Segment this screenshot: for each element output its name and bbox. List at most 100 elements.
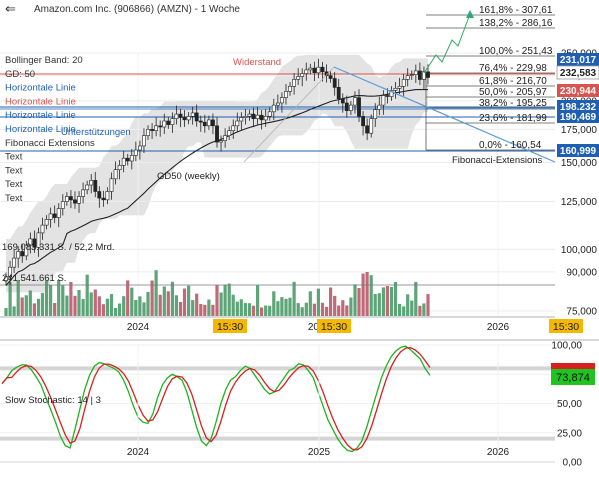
gd50-label: GD50 (weekly) [157, 171, 220, 182]
candle-body [89, 180, 94, 186]
volume-bar [203, 304, 207, 316]
price-tick-label: 90,000 [566, 267, 597, 278]
candle-body [32, 238, 37, 248]
price-badge-label: 160,999 [560, 146, 597, 157]
candle-body [60, 201, 65, 209]
candle-body [77, 196, 81, 204]
volume-bar [296, 303, 300, 316]
fib-level-label: 161,8% - 307,61 [479, 5, 553, 16]
candle-body [65, 196, 69, 202]
candle-body [129, 155, 134, 162]
candle-body [397, 86, 402, 89]
volume-bar [341, 300, 345, 316]
volume-bar [357, 288, 361, 316]
price-badge-label: 190,469 [560, 112, 597, 123]
price-badge [557, 100, 599, 113]
time-badge [317, 319, 351, 333]
candle-body [304, 69, 309, 74]
stoch-badge [551, 369, 595, 385]
candle-body [24, 244, 29, 257]
volume-bar [251, 305, 256, 316]
candle-body [284, 91, 288, 98]
volume-bar [174, 295, 178, 316]
volume-bar [166, 291, 170, 316]
volume-bar [227, 283, 231, 316]
volume-bar [349, 297, 353, 316]
candle-body [247, 113, 252, 117]
candle-body [292, 79, 297, 87]
volume-bar [40, 292, 45, 316]
candle-body [101, 197, 106, 201]
volume-bar [264, 305, 268, 316]
candle-body [174, 113, 179, 119]
volume-bar [178, 302, 183, 316]
volume-bar [235, 301, 239, 316]
volume-bar [65, 295, 69, 316]
volume-bar [53, 303, 57, 316]
volume-bar [146, 291, 150, 316]
volume-bar [247, 303, 252, 316]
candle-body [142, 135, 146, 147]
stoch-band [0, 366, 555, 371]
candle-body [215, 125, 219, 143]
candle-body [389, 90, 394, 97]
volume-bar [20, 297, 24, 316]
time-badge-label: 15:30 [553, 321, 579, 333]
candle-body [385, 95, 390, 97]
volume-bar [93, 289, 97, 316]
back-arrow-icon[interactable]: ⇐ [5, 1, 16, 16]
candle-body [312, 67, 317, 73]
candle-body [393, 88, 398, 91]
candle-body [231, 125, 236, 132]
volume-bar [260, 307, 264, 316]
time-badge-label: 15:30 [321, 321, 347, 333]
trend-lines [243, 66, 556, 163]
volume-bar [369, 275, 373, 316]
volume-bar [414, 281, 418, 316]
volume-bar [377, 293, 381, 316]
candle-body [85, 184, 90, 191]
volume-bar [345, 305, 349, 316]
candle-body [308, 67, 313, 71]
price-badge-label: 232,583 [560, 68, 597, 79]
volume-bar [308, 291, 312, 316]
candle-body [109, 178, 114, 192]
projection-path [423, 13, 471, 74]
candle-body [178, 113, 183, 118]
volume-bar [276, 301, 280, 316]
volume-bar [134, 300, 138, 316]
volume-bar [57, 280, 61, 316]
volume-bar [77, 290, 81, 316]
volume-bar [109, 294, 114, 316]
candle-body [150, 129, 155, 131]
time-badge-label: 15:30 [217, 321, 243, 333]
price-badge [557, 53, 599, 66]
candle-body [377, 104, 382, 110]
volume-bar [114, 308, 118, 316]
candle-body [373, 109, 378, 119]
volume-bar [389, 287, 394, 316]
volume-bar [312, 303, 316, 316]
price-badge [557, 84, 599, 97]
volume-bar [418, 305, 422, 316]
volume-bar [118, 303, 122, 316]
volume-bar [211, 304, 215, 316]
candle-body [44, 219, 49, 226]
candle-body [158, 125, 163, 128]
volume-bar [284, 298, 288, 316]
volume-label-2: 241.541.661 S. [2, 273, 66, 284]
volume-bar [28, 290, 32, 316]
candle-body [8, 266, 13, 278]
legend: Bollinger Band: 20 GD: 50 Horizontale Lini… [5, 55, 95, 204]
price-badge [556, 65, 599, 80]
fib-level-label: 138,2% - 286,16 [479, 18, 553, 29]
candle-body [211, 119, 215, 127]
legend-item: Horizontale Linie [5, 110, 76, 121]
candle-body [202, 121, 207, 127]
volume-bar [61, 285, 65, 316]
volume-bar [219, 292, 223, 316]
candle-body [243, 116, 248, 118]
volume-bar [142, 302, 146, 316]
legend-item: Bollinger Band: 20 [5, 55, 83, 66]
candle-body [117, 165, 122, 171]
